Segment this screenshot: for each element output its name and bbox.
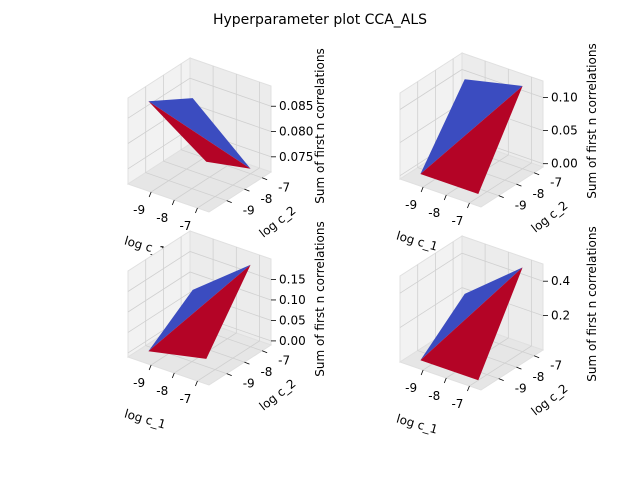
z-tick-label: 0.080 — [279, 125, 313, 139]
y-tick-label: -8 — [260, 365, 272, 379]
x-tick-label: -7 — [179, 392, 191, 406]
y-tick — [226, 200, 232, 203]
x-tick-label: -9 — [405, 198, 417, 212]
figure-title: Hyperparameter plot CCA_ALS — [213, 12, 427, 28]
y-tick-label: -7 — [278, 181, 290, 195]
surface-triangle — [148, 264, 251, 359]
x-tick-label: -7 — [451, 397, 463, 411]
y-tick-label: -9 — [243, 377, 255, 391]
x-tick-label: -9 — [133, 376, 145, 390]
y-tick — [533, 355, 540, 359]
z-axis-label: Sum of first n correlations — [313, 221, 327, 376]
x-tick — [420, 369, 424, 376]
surface-triangle — [420, 86, 523, 194]
y-tick — [244, 188, 250, 192]
x-axis-label: log c_1 — [123, 407, 168, 432]
y-tick-label: -9 — [515, 199, 527, 213]
z-tick-label: 0.085 — [279, 99, 313, 113]
x-tick — [195, 380, 198, 387]
x-tick-label: -7 — [451, 214, 463, 228]
z-axis-label: Sum of first n correlations — [585, 226, 599, 381]
y-axis-label: log c_2 — [257, 203, 299, 240]
surface-triangle — [148, 98, 251, 169]
surface-triangle — [148, 101, 251, 169]
y-tick-label: -7 — [550, 359, 562, 373]
grid-line — [469, 260, 532, 387]
grid-line — [399, 287, 544, 328]
y-tick — [261, 177, 268, 181]
x-tick-label: -9 — [133, 203, 145, 217]
x-tick — [420, 186, 424, 193]
z-tick-label: 0.00 — [551, 157, 578, 171]
z-tick-label: 0.10 — [279, 293, 306, 307]
x-axis-label: log c_1 — [395, 412, 440, 437]
y-tick — [498, 195, 504, 198]
surface-triangle — [420, 79, 523, 174]
z-axis-label: Sum of first n correlations — [585, 43, 599, 198]
y-axis-label: log c_2 — [529, 198, 571, 235]
x-tick — [171, 199, 175, 206]
z-axis-label: Sum of first n correlations — [313, 48, 327, 203]
x-axis-label: log c_1 — [395, 229, 440, 254]
x-tick-label: -8 — [156, 384, 168, 398]
grid-line — [197, 255, 260, 382]
x-tick — [467, 202, 470, 209]
y-tick-label: -8 — [532, 187, 544, 201]
x-tick — [443, 377, 447, 384]
z-tick-label: 0.075 — [279, 150, 313, 164]
surface-triangle — [420, 267, 523, 381]
x-tick — [171, 372, 175, 379]
y-tick — [226, 373, 232, 376]
grid-line — [180, 63, 263, 179]
z-tick-label: 0.05 — [279, 313, 306, 327]
grid-line — [127, 291, 272, 333]
y-axis-label: log c_2 — [257, 376, 299, 413]
grid-line — [197, 82, 260, 209]
x-tick — [148, 191, 152, 198]
z-tick-label: 0.05 — [551, 124, 578, 138]
y-tick — [498, 378, 504, 381]
x-tick — [467, 385, 470, 392]
y-tick — [516, 183, 522, 187]
y-tick — [516, 366, 522, 370]
x-tick — [443, 194, 447, 201]
y-tick-label: -9 — [515, 382, 527, 396]
x-tick-label: -8 — [156, 211, 168, 225]
y-tick-label: -8 — [532, 370, 544, 384]
surface-triangle — [420, 267, 523, 361]
z-tick-label: 0.4 — [551, 274, 570, 288]
z-tick-label: 0.2 — [551, 309, 570, 323]
grid-line — [127, 271, 272, 313]
x-tick-label: -8 — [428, 206, 440, 220]
y-tick — [244, 361, 250, 365]
x-tick-label: -9 — [405, 381, 417, 395]
z-tick-label: 0.10 — [551, 91, 578, 105]
grid-line — [145, 259, 227, 374]
x-tick — [148, 364, 152, 371]
y-tick — [533, 172, 540, 176]
x-tick — [195, 207, 198, 214]
y-tick — [261, 350, 268, 354]
y-tick-label: -8 — [260, 192, 272, 206]
y-axis-label: log c_2 — [529, 381, 571, 418]
grid-line — [469, 77, 532, 204]
x-tick-label: -8 — [428, 389, 440, 403]
y-tick-label: -9 — [243, 204, 255, 218]
z-tick-label: 0.15 — [279, 272, 306, 286]
x-tick-label: -7 — [179, 219, 191, 233]
y-tick-label: -7 — [550, 176, 562, 190]
grid-line — [127, 77, 272, 119]
grid-line — [145, 86, 227, 201]
z-tick-label: 0.00 — [279, 334, 306, 348]
y-tick-label: -7 — [278, 354, 290, 368]
subplot-top-right: -9 -8 -7 -9 -8 -7 0.00 0.05 0.10 log c_1 log c_2 Su… — [395, 43, 599, 253]
subplot-bottom-left: -9 -8 -7 -9 -8 -7 0.00 0.05 0.10 0.15 log c_1 log c… — [123, 221, 327, 431]
